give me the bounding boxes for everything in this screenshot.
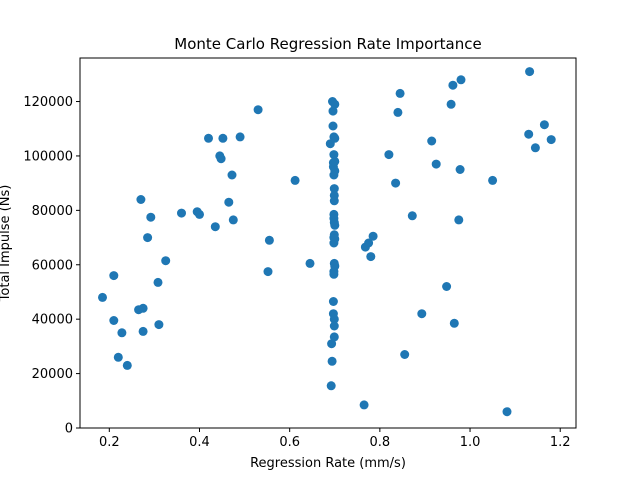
data-point <box>488 175 498 185</box>
x-tick-label: 1.2 <box>550 435 571 450</box>
data-point <box>177 208 186 218</box>
data-point <box>122 360 132 370</box>
data-point <box>329 269 339 279</box>
data-point <box>227 170 237 180</box>
data-point <box>455 165 465 174</box>
data-point <box>117 328 127 338</box>
data-point <box>454 215 464 225</box>
y-axis-ticks: 0 20000 40000 60000 80000 100000 120000 <box>23 95 80 437</box>
data-point <box>328 297 338 306</box>
data-point <box>417 309 427 319</box>
y-axis-label: Total Impulse (Ns) <box>0 185 13 303</box>
data-point <box>109 271 119 281</box>
data-point <box>146 212 156 222</box>
data-point <box>502 407 512 417</box>
y-tick-label: 80000 <box>32 204 73 219</box>
data-point <box>138 326 148 336</box>
data-point <box>326 381 336 391</box>
data-point <box>330 220 340 230</box>
data-point <box>525 67 535 77</box>
chart-title: Monte Carlo Regression Rate Importance <box>174 35 481 53</box>
data-point <box>366 252 376 262</box>
data-point <box>448 80 458 90</box>
data-point <box>98 292 107 302</box>
data-point <box>449 318 459 328</box>
data-point <box>210 222 220 232</box>
data-point <box>329 314 339 324</box>
y-tick-label: 100000 <box>23 149 73 164</box>
data-point <box>400 350 410 359</box>
data-point <box>253 105 263 115</box>
data-point <box>138 303 148 313</box>
data-point <box>327 339 337 349</box>
y-tick-label: 60000 <box>32 258 73 273</box>
data-point <box>290 175 300 185</box>
data-point <box>446 99 456 109</box>
data-point <box>359 400 369 410</box>
data-point <box>161 256 171 266</box>
data-point <box>539 120 549 130</box>
x-axis-ticks: 0.2 0.4 0.6 0.8 1.0 1.2 <box>99 428 571 450</box>
data-point <box>329 196 339 206</box>
data-point <box>109 316 119 325</box>
data-point <box>195 209 204 219</box>
x-tick-label: 0.6 <box>279 435 300 450</box>
data-point <box>530 143 540 153</box>
data-point <box>329 321 339 331</box>
data-point <box>431 159 441 169</box>
data-point <box>328 106 338 116</box>
data-point <box>330 234 340 244</box>
data-point <box>524 129 534 139</box>
data-point <box>384 150 394 160</box>
data-point <box>368 231 378 241</box>
data-point <box>330 133 340 143</box>
data-point <box>442 282 452 291</box>
data-point <box>224 197 234 207</box>
x-tick-label: 0.4 <box>189 435 210 450</box>
data-point <box>391 178 401 188</box>
data-point <box>393 107 403 117</box>
data-point <box>330 166 340 176</box>
data-point <box>456 75 466 85</box>
data-point <box>305 258 315 268</box>
data-point <box>143 233 153 243</box>
y-tick-label: 40000 <box>32 313 73 328</box>
y-tick-label: 0 <box>65 422 73 437</box>
data-point <box>329 332 339 342</box>
data-point <box>330 261 340 271</box>
plot-frame <box>79 57 577 429</box>
x-axis-label: Regression Rate (mm/s) <box>250 456 406 471</box>
data-point <box>329 184 339 194</box>
data-point <box>216 154 226 164</box>
data-point <box>113 352 123 362</box>
x-tick-label: 0.2 <box>99 435 120 450</box>
data-point <box>395 88 405 98</box>
data-point <box>228 215 238 225</box>
data-point <box>263 267 273 277</box>
x-tick-label: 1.0 <box>460 435 481 450</box>
data-point <box>328 121 338 131</box>
data-point <box>427 136 437 146</box>
data-point <box>329 150 339 160</box>
data-points <box>98 67 556 417</box>
data-point <box>218 133 228 143</box>
data-point <box>330 99 340 109</box>
data-point <box>154 320 164 330</box>
data-point <box>407 211 417 221</box>
data-point <box>136 195 146 204</box>
y-tick-label: 20000 <box>32 367 73 382</box>
data-point <box>546 135 556 145</box>
data-point <box>327 356 337 366</box>
x-tick-label: 0.8 <box>370 435 391 450</box>
data-point <box>364 238 374 248</box>
data-point <box>204 133 213 143</box>
data-point <box>330 156 340 166</box>
y-tick-label: 120000 <box>23 95 73 110</box>
data-point <box>153 277 163 287</box>
data-point <box>235 132 245 142</box>
data-point <box>264 235 274 245</box>
